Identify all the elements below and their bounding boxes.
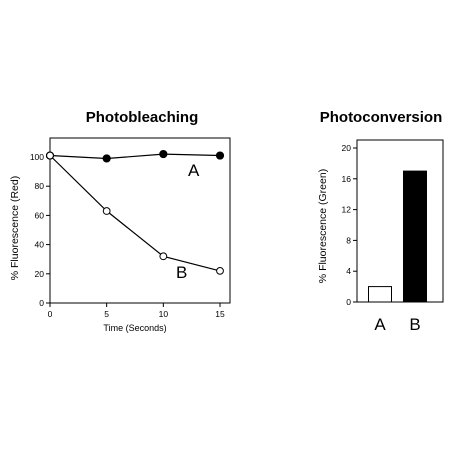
data-point-a: [159, 149, 168, 159]
data-point-b: [159, 252, 168, 261]
data-point-b: [102, 207, 111, 215]
y-tick-label: 40: [35, 240, 45, 250]
category-label-b: B: [409, 315, 420, 334]
y-tick-label: 4: [346, 266, 351, 276]
series-line-a: [49, 153, 221, 160]
photobleaching-chart: Photobleaching 0 5 10 15 0 20 40 60 80 100 A B T…: [9, 109, 231, 333]
photoconversion-plot-frame: [356, 139, 444, 303]
y-tick-label: 16: [342, 174, 352, 184]
bar-a: [368, 286, 392, 303]
x-tick-label: 5: [104, 309, 109, 319]
bar-b: [403, 170, 427, 303]
series-label-b: B: [176, 263, 187, 282]
photobleaching-title: Photobleaching: [86, 109, 199, 126]
x-tick-label: 10: [159, 309, 169, 319]
photoconversion-title: Photoconversion: [320, 109, 443, 126]
data-point-b: [46, 151, 54, 160]
x-tick-label: 0: [48, 309, 53, 319]
category-label-a: A: [374, 315, 386, 334]
data-point-b: [216, 266, 224, 275]
series-line-b: [49, 155, 221, 272]
y-tick-label: 60: [35, 210, 45, 220]
y-tick-label: 0: [346, 297, 351, 307]
photobleaching-plot-frame: [49, 137, 231, 304]
data-point-a: [215, 151, 225, 160]
y-tick-label: 0: [39, 298, 44, 308]
photobleaching-x-axis-label: Time (Seconds): [103, 323, 166, 333]
x-tick-label: 15: [215, 309, 225, 319]
y-tick-label: 20: [342, 143, 352, 153]
y-tick-label: 20: [35, 269, 45, 279]
y-tick-label: 8: [346, 235, 351, 245]
photobleaching-y-axis-label: % Fluorescence (Red): [9, 176, 21, 280]
series-label-a: A: [188, 161, 200, 180]
y-tick-label: 100: [30, 152, 44, 162]
y-tick-label: 12: [342, 205, 352, 215]
y-tick-label: 80: [35, 181, 45, 191]
photoconversion-y-axis-label: % Fluorescence (Green): [317, 169, 329, 283]
photoconversion-chart: Photoconversion 0 4 8 12 16 20 A B % Fluoresce…: [317, 109, 444, 334]
data-point-a: [102, 154, 111, 163]
